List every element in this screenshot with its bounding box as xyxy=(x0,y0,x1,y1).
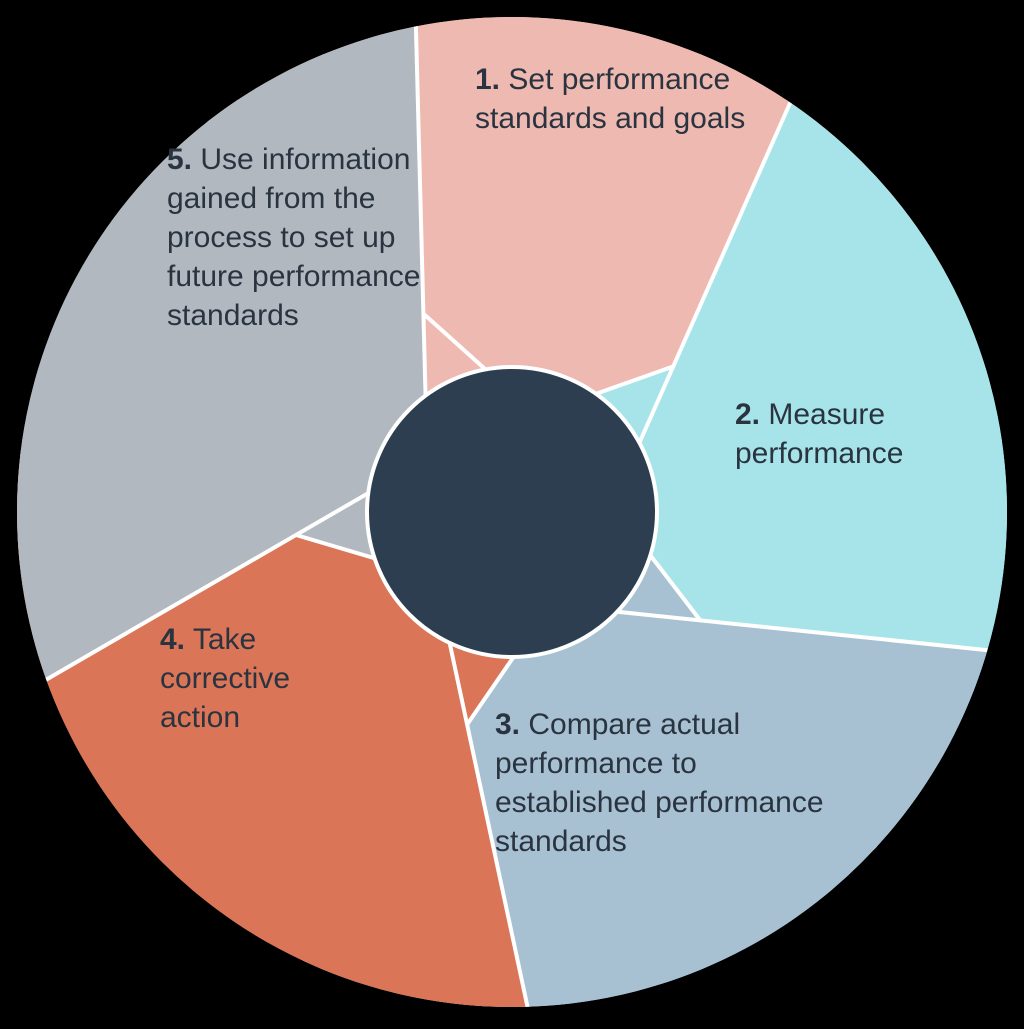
segment-label-1: 1. Set performance standards and goals xyxy=(475,60,815,138)
segment-label-3: 3. Compare actual performance to establi… xyxy=(495,705,825,861)
segment-number-4: 4. xyxy=(160,623,185,656)
segment-text-2: Measure performance xyxy=(735,398,903,470)
segment-number-5: 5. xyxy=(167,143,192,176)
radial-cycle-diagram: 1. Set performance standards and goals 2.… xyxy=(0,0,1024,1024)
segment-label-5: 5. Use information gained from the proce… xyxy=(167,140,437,335)
segment-label-2: 2. Measure performance xyxy=(735,395,955,473)
segment-text-5: Use information gained from the process … xyxy=(167,143,420,332)
segment-number-1: 1. xyxy=(475,63,500,96)
segment-text-3: Compare actual performance to establishe… xyxy=(495,708,824,858)
segment-number-2: 2. xyxy=(735,398,760,431)
segment-number-3: 3. xyxy=(495,708,520,741)
segment-text-1: Set performance standards and goals xyxy=(475,63,745,135)
diagram-svg xyxy=(0,0,1024,1024)
segment-label-4: 4. Take corrective action xyxy=(160,620,350,737)
center-circle xyxy=(367,367,657,657)
